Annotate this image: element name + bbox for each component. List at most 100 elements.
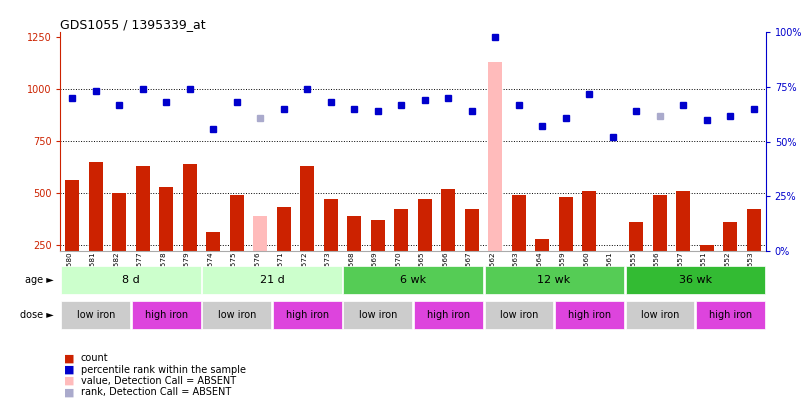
Text: high iron: high iron bbox=[567, 310, 611, 320]
Text: GSM33577: GSM33577 bbox=[137, 252, 143, 291]
Text: percentile rank within the sample: percentile rank within the sample bbox=[81, 365, 246, 375]
Text: GSM33561: GSM33561 bbox=[607, 252, 613, 291]
Bar bbox=[535, 239, 550, 297]
Text: GSM33575: GSM33575 bbox=[231, 252, 237, 291]
Text: 12 wk: 12 wk bbox=[538, 275, 571, 286]
Text: 8 d: 8 d bbox=[122, 275, 140, 286]
Bar bbox=[484, 266, 624, 294]
Bar bbox=[253, 216, 268, 297]
Text: ■: ■ bbox=[64, 354, 75, 363]
Text: rank, Detection Call = ABSENT: rank, Detection Call = ABSENT bbox=[81, 388, 231, 397]
Bar bbox=[414, 301, 483, 329]
Bar bbox=[343, 266, 483, 294]
Text: GSM33571: GSM33571 bbox=[278, 252, 284, 291]
Bar bbox=[65, 180, 79, 297]
Bar bbox=[206, 232, 220, 297]
Bar bbox=[625, 266, 765, 294]
Bar bbox=[488, 62, 502, 297]
Text: low iron: low iron bbox=[77, 310, 115, 320]
Text: GSM33567: GSM33567 bbox=[466, 252, 472, 291]
Text: GSM33564: GSM33564 bbox=[536, 252, 542, 291]
Bar bbox=[582, 191, 596, 297]
Text: GSM33581: GSM33581 bbox=[89, 252, 96, 291]
Text: GSM33569: GSM33569 bbox=[372, 252, 378, 291]
Text: GSM33578: GSM33578 bbox=[160, 252, 166, 291]
Text: high iron: high iron bbox=[285, 310, 329, 320]
Bar bbox=[696, 301, 765, 329]
Bar bbox=[394, 209, 409, 297]
Bar bbox=[159, 187, 173, 297]
Text: 36 wk: 36 wk bbox=[679, 275, 712, 286]
Bar bbox=[747, 209, 761, 297]
Text: GSM33572: GSM33572 bbox=[301, 252, 307, 291]
Text: GSM33553: GSM33553 bbox=[748, 252, 754, 291]
Bar bbox=[132, 301, 201, 329]
Text: high iron: high iron bbox=[708, 310, 752, 320]
Text: count: count bbox=[81, 354, 108, 363]
Text: GSM33568: GSM33568 bbox=[348, 252, 355, 291]
Bar bbox=[559, 197, 573, 297]
Text: GSM33582: GSM33582 bbox=[113, 252, 119, 291]
Bar bbox=[700, 245, 714, 297]
Bar bbox=[230, 195, 243, 297]
Text: high iron: high iron bbox=[144, 310, 188, 320]
Bar bbox=[512, 195, 526, 297]
Bar bbox=[347, 216, 361, 297]
Bar bbox=[135, 166, 150, 297]
Bar bbox=[723, 222, 737, 297]
Text: low iron: low iron bbox=[641, 310, 679, 320]
Text: GSM33566: GSM33566 bbox=[442, 252, 448, 291]
Bar bbox=[653, 195, 667, 297]
Text: low iron: low iron bbox=[500, 310, 538, 320]
Text: GSM33565: GSM33565 bbox=[419, 252, 425, 291]
Text: ■: ■ bbox=[64, 388, 75, 397]
Text: GSM33552: GSM33552 bbox=[725, 252, 730, 291]
Text: GSM33579: GSM33579 bbox=[184, 252, 189, 291]
Bar bbox=[629, 222, 643, 297]
Bar bbox=[418, 199, 432, 297]
Text: high iron: high iron bbox=[426, 310, 470, 320]
Bar bbox=[276, 207, 291, 297]
Bar bbox=[89, 162, 102, 297]
Text: GSM33573: GSM33573 bbox=[325, 252, 330, 291]
Bar bbox=[465, 209, 479, 297]
Text: GSM33580: GSM33580 bbox=[66, 252, 73, 291]
Text: 21 d: 21 d bbox=[260, 275, 285, 286]
Bar bbox=[324, 199, 338, 297]
Text: GSM33555: GSM33555 bbox=[630, 252, 637, 291]
Bar bbox=[371, 220, 384, 297]
Bar bbox=[484, 301, 553, 329]
Text: GSM33559: GSM33559 bbox=[560, 252, 566, 291]
Bar bbox=[61, 301, 130, 329]
Text: GSM33560: GSM33560 bbox=[584, 252, 589, 291]
Bar bbox=[61, 266, 201, 294]
Text: age ►: age ► bbox=[25, 275, 53, 286]
Text: ■: ■ bbox=[64, 365, 75, 375]
Text: GSM33562: GSM33562 bbox=[489, 252, 496, 291]
Text: GSM33563: GSM33563 bbox=[513, 252, 519, 291]
Text: GDS1055 / 1395339_at: GDS1055 / 1395339_at bbox=[60, 18, 206, 31]
Bar bbox=[273, 301, 342, 329]
Text: 6 wk: 6 wk bbox=[400, 275, 426, 286]
Text: GSM33551: GSM33551 bbox=[701, 252, 707, 291]
Bar bbox=[441, 189, 455, 297]
Bar bbox=[202, 266, 342, 294]
Text: dose ►: dose ► bbox=[19, 310, 53, 320]
Text: low iron: low iron bbox=[359, 310, 397, 320]
Text: GSM33574: GSM33574 bbox=[207, 252, 214, 291]
Bar bbox=[300, 166, 314, 297]
Bar bbox=[183, 164, 197, 297]
Text: GSM33557: GSM33557 bbox=[677, 252, 683, 291]
Text: low iron: low iron bbox=[218, 310, 256, 320]
Bar bbox=[112, 193, 127, 297]
Text: value, Detection Call = ABSENT: value, Detection Call = ABSENT bbox=[81, 376, 235, 386]
Bar bbox=[343, 301, 412, 329]
Bar bbox=[202, 301, 271, 329]
Bar bbox=[606, 286, 620, 297]
Text: GSM33556: GSM33556 bbox=[654, 252, 660, 291]
Text: GSM33570: GSM33570 bbox=[395, 252, 401, 291]
Bar bbox=[625, 301, 694, 329]
Text: ■: ■ bbox=[64, 376, 75, 386]
Text: GSM33576: GSM33576 bbox=[254, 252, 260, 291]
Bar bbox=[676, 191, 691, 297]
